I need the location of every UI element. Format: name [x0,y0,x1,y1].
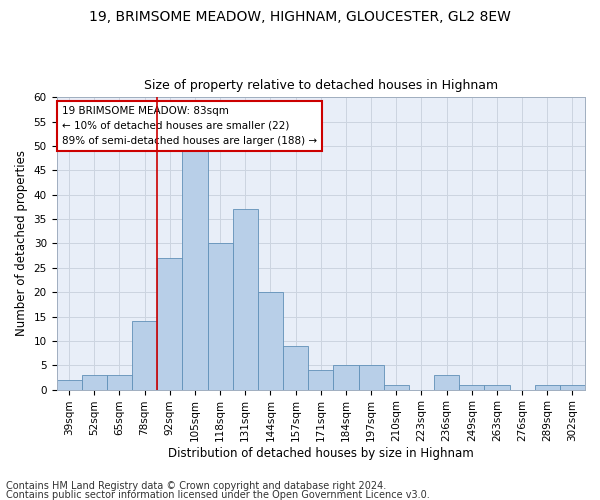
Bar [132,322,157,390]
Bar [283,346,308,390]
Bar [434,375,459,390]
Bar [56,380,82,390]
Bar [459,384,484,390]
Bar [334,365,359,390]
Title: Size of property relative to detached houses in Highnam: Size of property relative to detached ho… [144,79,498,92]
Text: 19, BRIMSOME MEADOW, HIGHNAM, GLOUCESTER, GL2 8EW: 19, BRIMSOME MEADOW, HIGHNAM, GLOUCESTER… [89,10,511,24]
Bar [484,384,509,390]
Bar [359,365,383,390]
Bar [560,384,585,390]
Y-axis label: Number of detached properties: Number of detached properties [15,150,28,336]
Text: Contains HM Land Registry data © Crown copyright and database right 2024.: Contains HM Land Registry data © Crown c… [6,481,386,491]
Bar [208,244,233,390]
Bar [182,151,208,390]
Bar [157,258,182,390]
Bar [535,384,560,390]
X-axis label: Distribution of detached houses by size in Highnam: Distribution of detached houses by size … [168,447,473,460]
Bar [308,370,334,390]
Bar [107,375,132,390]
Bar [258,292,283,390]
Text: Contains public sector information licensed under the Open Government Licence v3: Contains public sector information licen… [6,490,430,500]
Text: 19 BRIMSOME MEADOW: 83sqm
← 10% of detached houses are smaller (22)
89% of semi-: 19 BRIMSOME MEADOW: 83sqm ← 10% of detac… [62,106,317,146]
Bar [383,384,409,390]
Bar [233,210,258,390]
Bar [82,375,107,390]
